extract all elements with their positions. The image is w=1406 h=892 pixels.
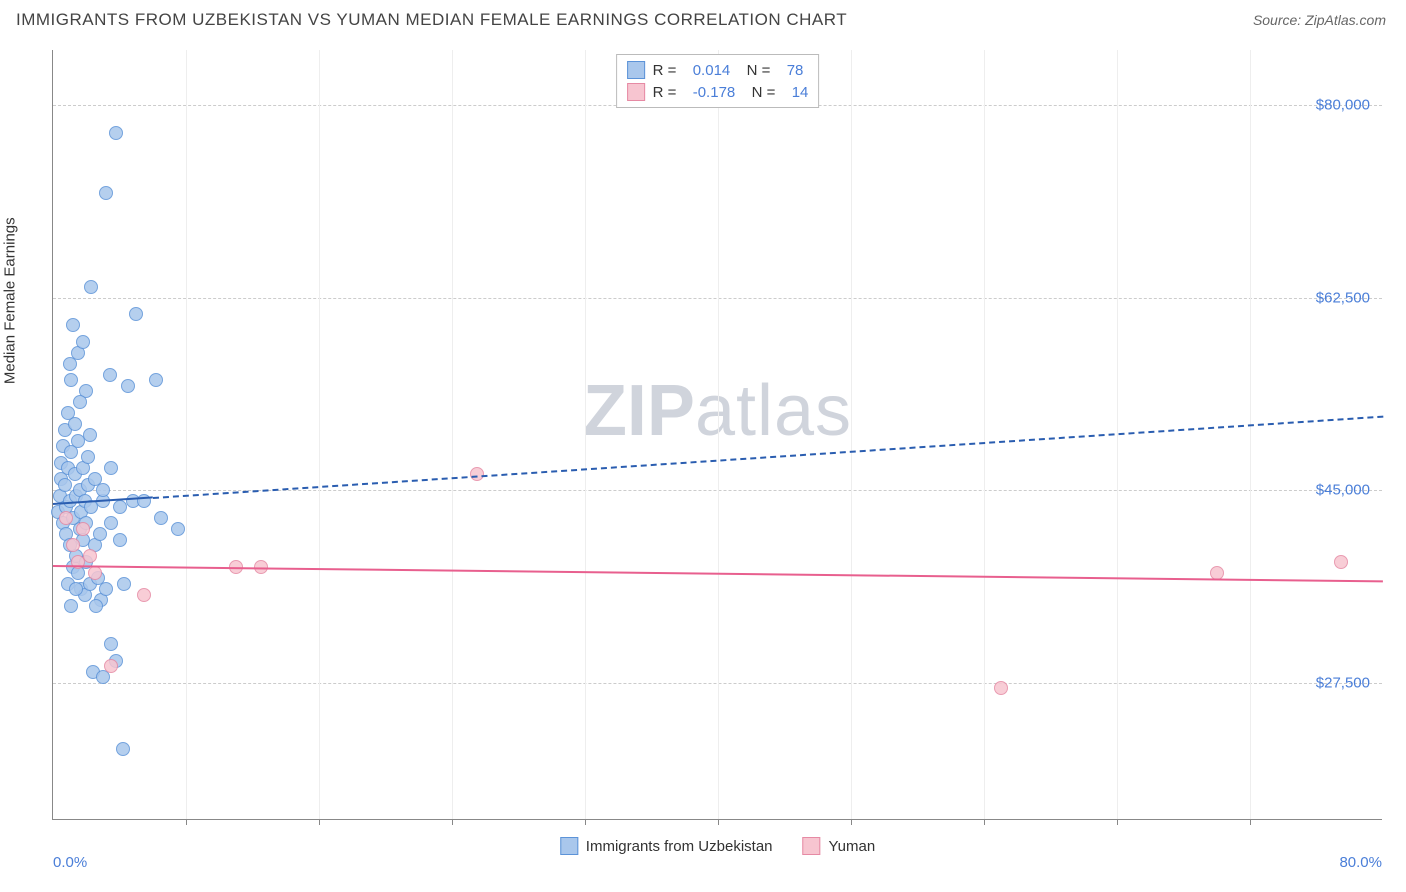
scatter-point xyxy=(137,588,151,602)
stat-r-label: R = xyxy=(653,62,685,79)
ytick-label: $62,500 xyxy=(1316,289,1370,306)
legend-swatch xyxy=(627,61,645,79)
gridline-v xyxy=(1250,50,1251,819)
xtick-mark xyxy=(851,819,852,825)
scatter-point xyxy=(73,395,87,409)
source-label: Source: ZipAtlas.com xyxy=(1253,12,1386,28)
scatter-point xyxy=(116,742,130,756)
gridline-v xyxy=(585,50,586,819)
scatter-point xyxy=(96,483,110,497)
scatter-point xyxy=(104,461,118,475)
xtick-mark xyxy=(984,819,985,825)
scatter-point xyxy=(93,527,107,541)
xtick-mark xyxy=(452,819,453,825)
chart-title: IMMIGRANTS FROM UZBEKISTAN VS YUMAN MEDI… xyxy=(16,10,847,30)
scatter-point xyxy=(104,516,118,530)
scatter-point xyxy=(59,511,73,525)
scatter-point xyxy=(103,368,117,382)
scatter-point xyxy=(113,500,127,514)
ytick-label: $27,500 xyxy=(1316,674,1370,691)
scatter-point xyxy=(1210,566,1224,580)
scatter-point xyxy=(64,599,78,613)
bottom-legend: Immigrants from Uzbekistan Yuman xyxy=(560,837,875,855)
scatter-point xyxy=(66,318,80,332)
xtick-mark xyxy=(1250,819,1251,825)
scatter-point xyxy=(113,533,127,547)
stat-r-value: 0.014 xyxy=(693,62,731,79)
xtick-label: 0.0% xyxy=(53,854,87,871)
scatter-point xyxy=(99,582,113,596)
legend-item: Immigrants from Uzbekistan xyxy=(560,837,773,855)
scatter-point xyxy=(66,538,80,552)
scatter-point xyxy=(104,659,118,673)
scatter-point xyxy=(117,577,131,591)
scatter-point xyxy=(171,522,185,536)
scatter-point xyxy=(109,126,123,140)
stat-legend-row: R = -0.178 N = 14 xyxy=(627,81,809,103)
scatter-point xyxy=(58,478,72,492)
stat-r-value: -0.178 xyxy=(693,84,736,101)
scatter-point xyxy=(88,566,102,580)
scatter-point xyxy=(994,681,1008,695)
scatter-point xyxy=(470,467,484,481)
ytick-label: $80,000 xyxy=(1316,97,1370,114)
legend-label: Yuman xyxy=(829,838,876,855)
scatter-point xyxy=(104,637,118,651)
xtick-mark xyxy=(718,819,719,825)
xtick-mark xyxy=(585,819,586,825)
legend-swatch xyxy=(560,837,578,855)
ytick-label: $45,000 xyxy=(1316,482,1370,499)
stat-legend: R = 0.014 N = 78R = -0.178 N = 14 xyxy=(616,54,820,108)
scatter-point xyxy=(83,549,97,563)
gridline-v xyxy=(851,50,852,819)
gridline-v xyxy=(984,50,985,819)
scatter-point xyxy=(76,335,90,349)
chart-container: Median Female Earnings ZIPatlas $27,500$… xyxy=(16,44,1390,874)
scatter-point xyxy=(64,373,78,387)
stat-n-label: N = xyxy=(743,84,783,101)
scatter-point xyxy=(154,511,168,525)
scatter-point xyxy=(69,582,83,596)
legend-item: Yuman xyxy=(803,837,876,855)
scatter-point xyxy=(89,599,103,613)
scatter-point xyxy=(129,307,143,321)
scatter-point xyxy=(63,357,77,371)
stat-legend-row: R = 0.014 N = 78 xyxy=(627,59,809,81)
scatter-point xyxy=(99,186,113,200)
xtick-label: 80.0% xyxy=(1339,854,1382,871)
plot-area: ZIPatlas $27,500$45,000$62,500$80,0000.0… xyxy=(52,50,1382,820)
gridline-v xyxy=(718,50,719,819)
xtick-mark xyxy=(186,819,187,825)
xtick-mark xyxy=(319,819,320,825)
gridline-v xyxy=(452,50,453,819)
stat-n-label: N = xyxy=(738,62,778,79)
stat-n-value: 78 xyxy=(787,62,804,79)
y-axis-label: Median Female Earnings xyxy=(2,217,19,384)
scatter-point xyxy=(68,417,82,431)
stat-r-label: R = xyxy=(653,84,685,101)
gridline-v xyxy=(319,50,320,819)
scatter-point xyxy=(76,522,90,536)
xtick-mark xyxy=(1117,819,1118,825)
legend-swatch xyxy=(803,837,821,855)
scatter-point xyxy=(121,379,135,393)
trend-line-dashed xyxy=(153,415,1383,498)
gridline-v xyxy=(186,50,187,819)
stat-n-value: 14 xyxy=(792,84,809,101)
scatter-point xyxy=(81,450,95,464)
legend-swatch xyxy=(627,83,645,101)
scatter-point xyxy=(1334,555,1348,569)
scatter-point xyxy=(84,280,98,294)
scatter-point xyxy=(83,428,97,442)
scatter-point xyxy=(149,373,163,387)
legend-label: Immigrants from Uzbekistan xyxy=(586,838,773,855)
